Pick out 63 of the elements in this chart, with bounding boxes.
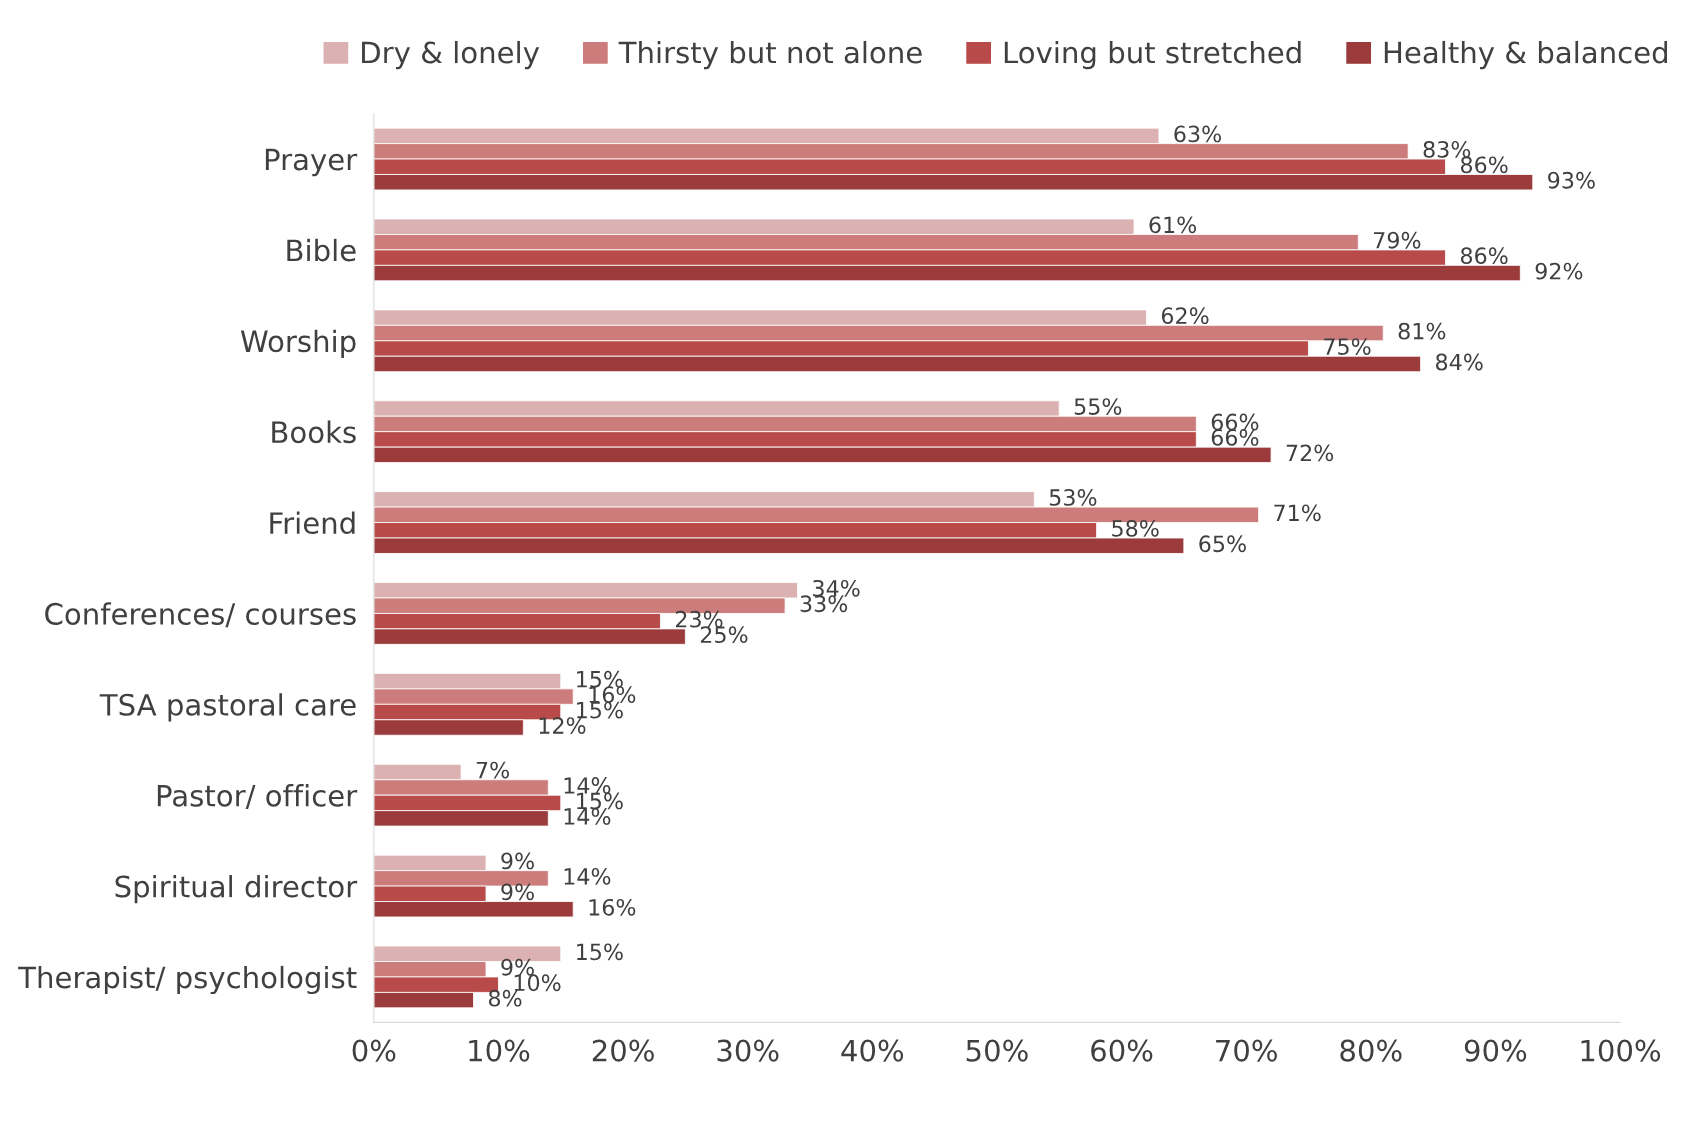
data-label: 93% [1548,171,1595,189]
data-label: 12% [539,717,586,734]
x-tick-label: 60% [1091,1039,1153,1062]
data-label: 84% [1436,353,1483,371]
y-tick-label: Prayer [265,148,358,177]
data-label: 75% [1324,338,1371,355]
data-label: 62% [1161,307,1209,325]
x-tick-label: 90% [1464,1039,1527,1062]
y-tick-label: TSA pastoral care [99,693,356,722]
data-label: 16% [589,686,636,704]
data-label: 9% [501,958,534,976]
data-label: 23% [675,610,723,628]
y-tick-label: Conferences/ courses [45,602,356,628]
x-tick-label: 80% [1340,1039,1402,1062]
y-tick-label: Books [272,420,356,444]
y-tick-label: Bible [287,238,356,262]
data-label: 14% [564,777,611,794]
data-label: 55% [1074,398,1122,415]
data-label: 86% [1460,156,1508,174]
y-tick-label: Spiritual director [115,875,358,904]
legend-label: Loving but stretched [1004,40,1301,70]
data-label: 34% [813,579,860,597]
data-label: 16% [589,898,636,916]
data-label: 25% [700,626,748,644]
data-label: 9% [501,883,534,901]
data-label: 15% [577,943,623,961]
x-tick-label: 30% [717,1039,779,1062]
y-tick-label: Therapist/ psychologist [18,965,357,995]
data-label: 71% [1274,504,1321,522]
data-label: 66% [1211,413,1259,431]
legend-label: Dry & lonely [362,40,540,70]
data-label: 7% [476,761,509,779]
x-tick-label: 10% [469,1039,530,1062]
x-tick-label: 0% [352,1039,396,1062]
y-tick-label: Pastor/ officer [157,784,358,809]
x-tick-label: 40% [841,1039,904,1062]
x-tick-label: 20% [592,1039,654,1062]
data-label: 79% [1374,231,1421,249]
y-tick-label: Friend [270,511,355,535]
y-tick-label: Worship [240,329,356,358]
data-label: 33% [800,595,848,613]
data-label: 14% [564,867,611,885]
data-label: 81% [1398,322,1446,340]
data-label: 63% [1174,125,1221,143]
data-label: 66% [1211,429,1259,446]
legend-label: Healthy & balanced [1384,40,1667,70]
data-label: 14% [564,808,611,825]
data-label: 15% [577,670,623,688]
data-label: 15% [577,792,623,810]
data-label: 86% [1460,247,1508,265]
data-label: 83% [1423,140,1471,158]
x-tick-label: 70% [1216,1039,1277,1062]
data-label: 72% [1286,444,1334,462]
data-label: 58% [1112,519,1159,537]
data-label: 15% [577,701,623,719]
x-tick-label: 100% [1581,1039,1661,1062]
data-label: 92% [1535,262,1583,280]
data-label: 53% [1049,489,1097,506]
data-label: 65% [1199,535,1246,553]
data-label: 61% [1149,216,1197,234]
x-tick-label: 50% [966,1039,1028,1062]
legend-label: Thirsty but not alone [618,40,922,70]
data-label: 9% [501,852,534,870]
